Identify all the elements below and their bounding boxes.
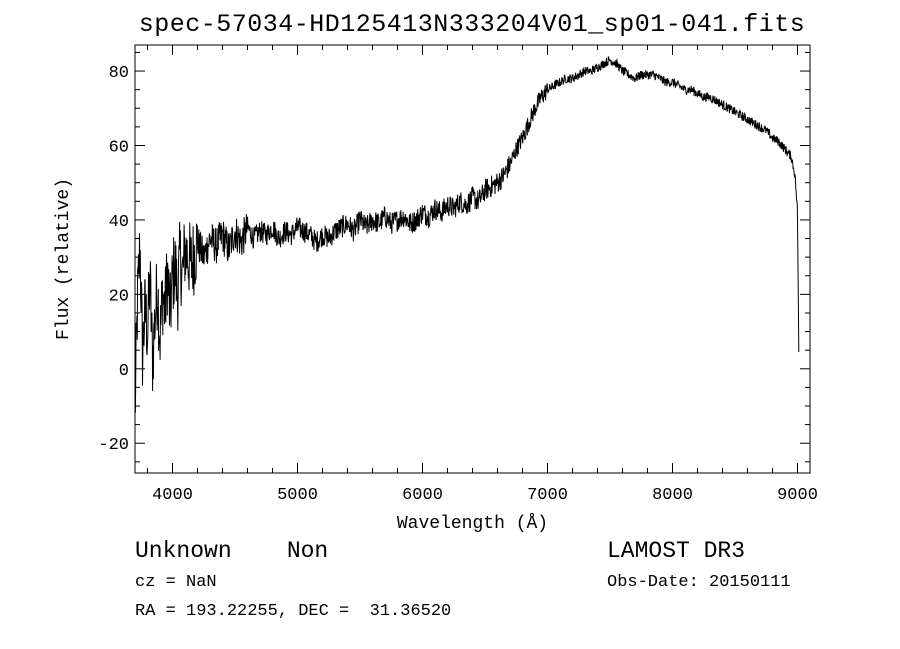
x-tick-label: 9000: [777, 486, 818, 505]
y-tick-label: 20: [109, 287, 129, 306]
x-axis-ticks: 4000 5000 6000 7000 8000 9000: [147, 45, 818, 505]
object-class-label: Unknown Non: [135, 538, 329, 564]
chart-title: spec-57034-HD125413N333204V01_sp01-041.f…: [138, 10, 806, 39]
y-tick-label: 0: [119, 362, 129, 381]
plot-frame: [134, 44, 811, 474]
x-tick-label: 6000: [402, 486, 443, 505]
y-axis-label: Flux (relative): [54, 178, 74, 340]
x-tick-label: 5000: [277, 486, 318, 505]
obs-date-label: Obs-Date: 20150111: [607, 573, 791, 592]
survey-label: LAMOST DR3: [607, 538, 746, 564]
x-tick-label: 4000: [152, 486, 193, 505]
y-tick-label: -20: [98, 436, 129, 455]
x-tick-label: 8000: [652, 486, 693, 505]
coordinates-label: RA = 193.22255, DEC = 31.36520: [135, 602, 452, 621]
y-tick-label: 40: [109, 213, 129, 232]
y-tick-label: 60: [109, 138, 129, 157]
redshift-label: cz = NaN: [135, 573, 217, 592]
y-tick-label: 80: [109, 64, 129, 83]
x-axis-label: Wavelength (Å): [397, 513, 548, 534]
spectrum-line: [134, 55, 800, 413]
y-axis-ticks: -20 0 20 40 60 80: [98, 51, 810, 463]
x-tick-label: 7000: [527, 486, 568, 505]
